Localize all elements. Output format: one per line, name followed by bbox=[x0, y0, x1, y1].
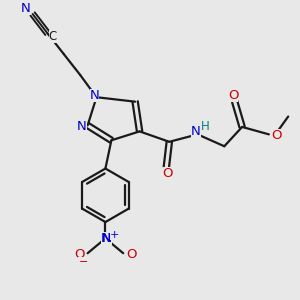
Text: O: O bbox=[228, 88, 238, 102]
Text: O: O bbox=[163, 167, 173, 180]
Text: N: N bbox=[191, 125, 201, 138]
Text: N: N bbox=[21, 2, 31, 15]
Text: O: O bbox=[74, 248, 85, 261]
Text: O: O bbox=[272, 129, 282, 142]
Text: C: C bbox=[49, 30, 57, 44]
Text: N: N bbox=[101, 232, 112, 245]
Text: +: + bbox=[110, 230, 120, 240]
Text: N: N bbox=[89, 89, 99, 102]
Text: −: − bbox=[78, 257, 88, 267]
Text: H: H bbox=[201, 119, 209, 133]
Text: N: N bbox=[77, 120, 86, 134]
Text: O: O bbox=[126, 248, 137, 261]
